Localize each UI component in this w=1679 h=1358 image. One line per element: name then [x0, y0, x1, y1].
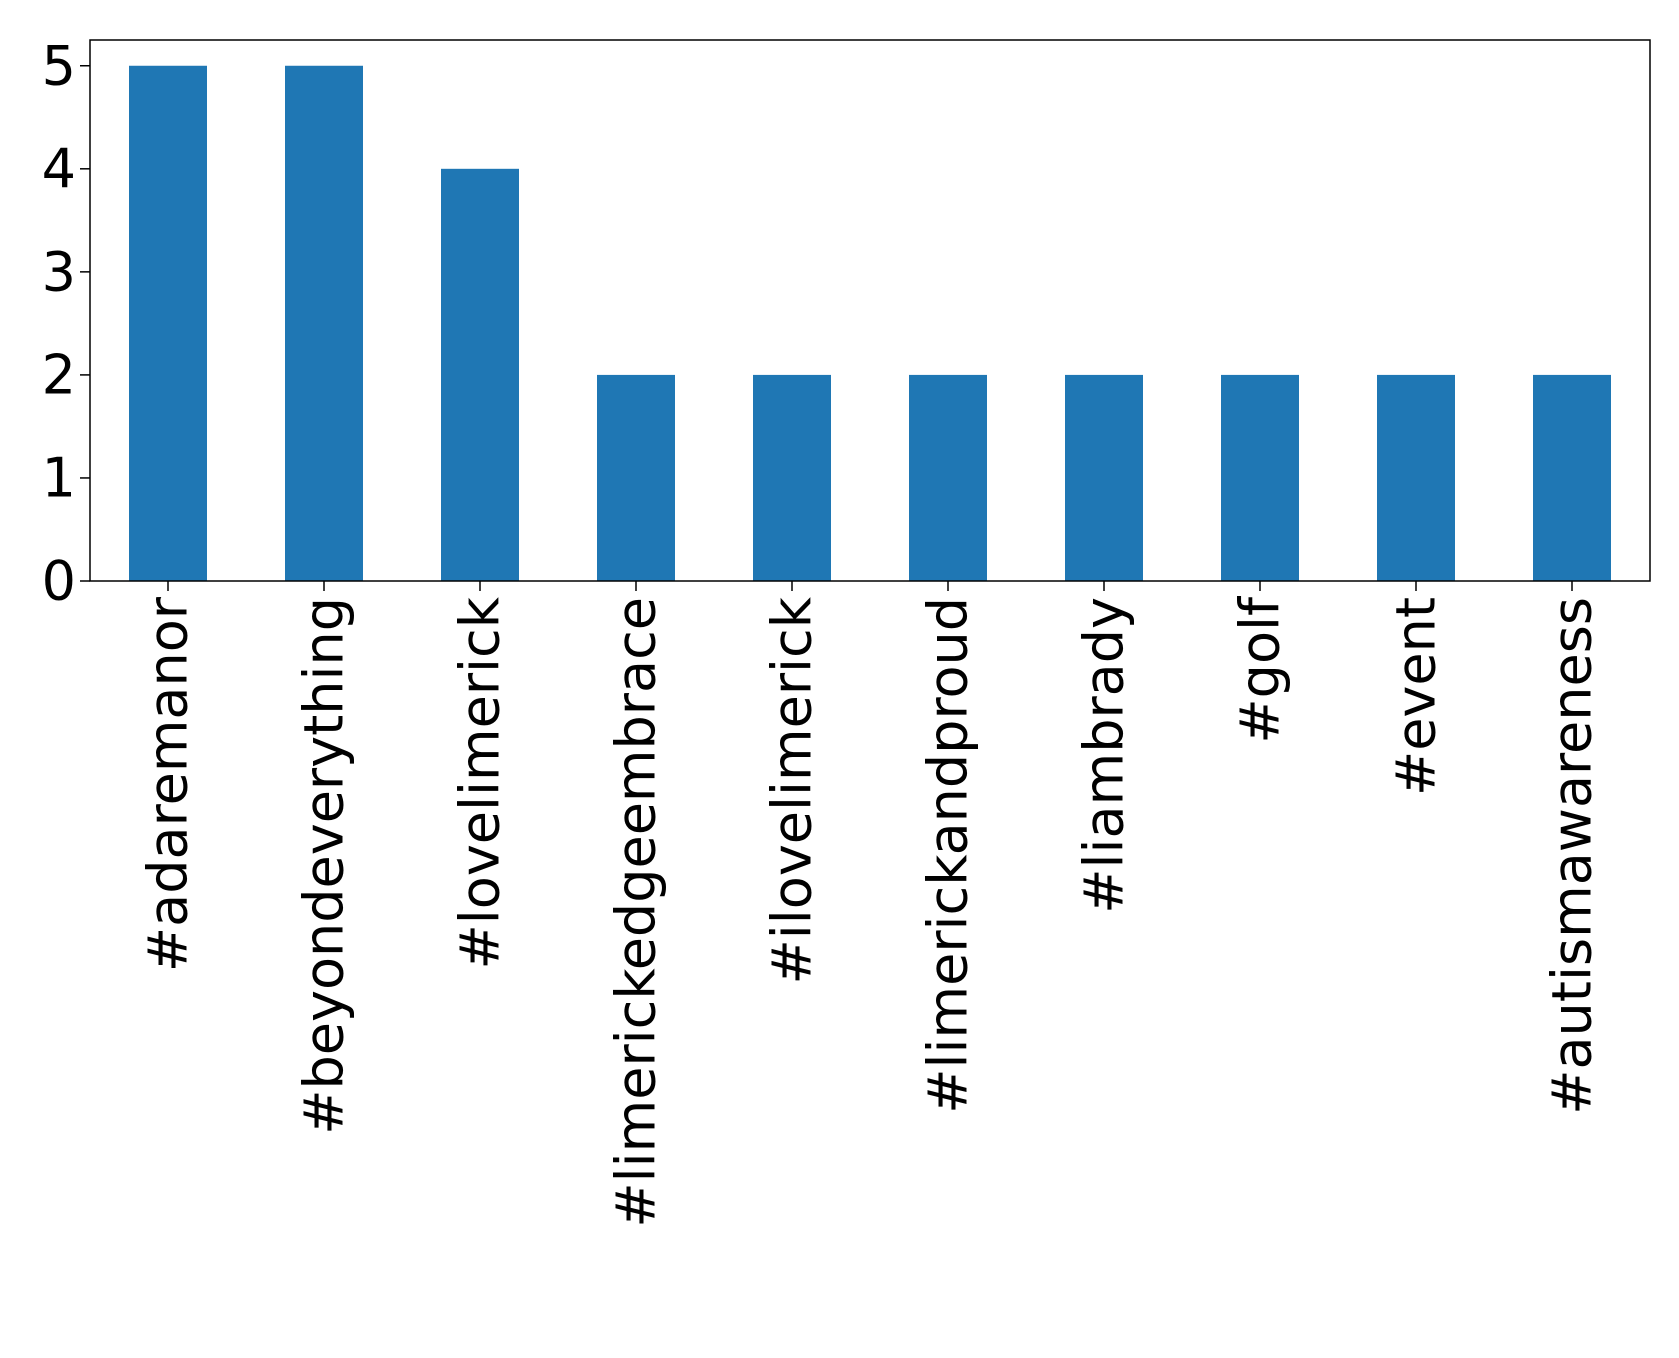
bar-beyondeverything	[285, 65, 363, 581]
x-tick-label: #golf	[1229, 595, 1292, 744]
plot-frame	[89, 39, 1651, 582]
y-axis: 0 1 2 3 4 5	[42, 34, 90, 613]
y-tick-label: 2	[42, 343, 76, 406]
x-tick-label: #lovelimerick	[449, 596, 512, 969]
bar-autismawareness	[1533, 374, 1611, 581]
bars-layer	[129, 65, 1611, 582]
bar-lovelimerick	[441, 168, 519, 582]
bar-limerickedgeembrace	[597, 374, 675, 581]
bar-liambrady	[1065, 374, 1143, 581]
y-tick-label: 5	[42, 34, 76, 97]
x-tick-label: #limerickandproud	[917, 597, 980, 1114]
bar-limerickandproud	[909, 374, 987, 581]
bar-adaremanor	[129, 65, 207, 581]
x-tick-label: #limerickedgeembrace	[605, 597, 668, 1228]
x-tick-label: #beyondeverything	[293, 597, 356, 1135]
x-tick-label: #autismawareness	[1541, 597, 1604, 1115]
x-tick-label: #ilovelimerick	[761, 596, 824, 984]
x-axis: #adaremanor #beyondeverything #lovelimeric…	[137, 581, 1604, 1228]
y-tick-label: 4	[42, 137, 76, 200]
bar-ilovelimerick	[753, 374, 831, 581]
y-tick-label: 3	[42, 240, 76, 303]
y-tick-label: 1	[42, 446, 76, 509]
bar-golf	[1221, 374, 1299, 581]
x-tick-label: #liambrady	[1073, 597, 1136, 914]
bar-event	[1377, 374, 1455, 581]
x-tick-label: #adaremanor	[137, 596, 200, 972]
x-tick-label: #event	[1385, 597, 1448, 796]
y-tick-label: 0	[42, 550, 76, 613]
